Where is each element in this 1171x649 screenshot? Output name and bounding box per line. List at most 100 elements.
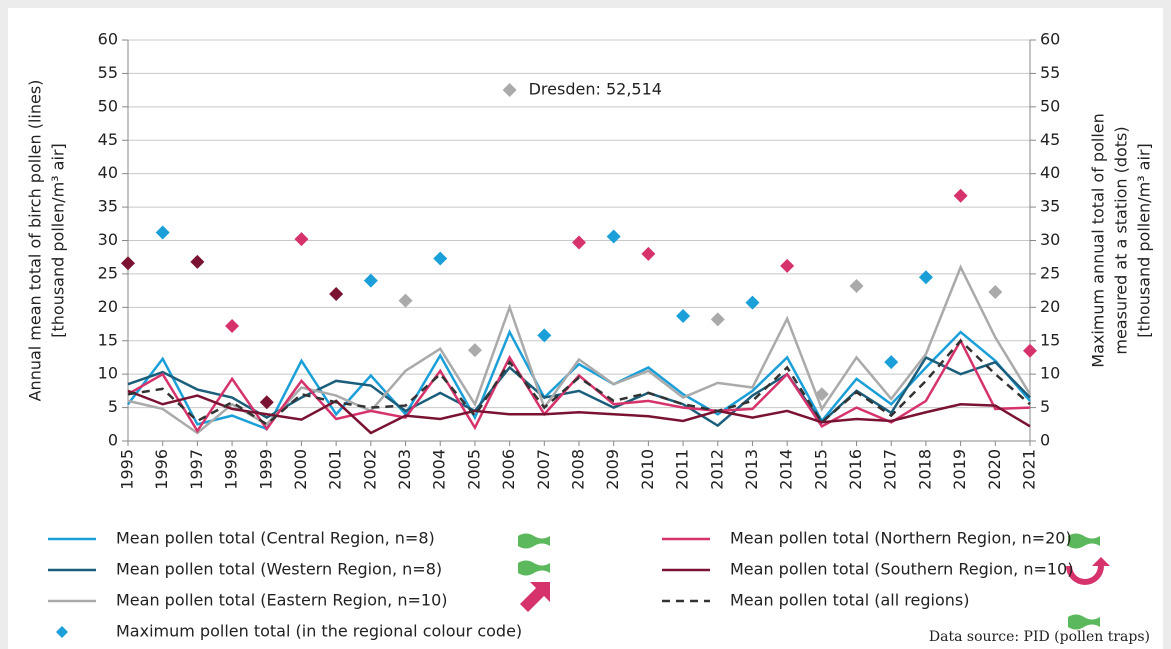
x-tick-label: 2000 xyxy=(291,449,310,490)
max-point xyxy=(780,258,795,273)
max-point xyxy=(884,355,899,370)
max-point xyxy=(572,235,586,250)
y2-tick-label: 15 xyxy=(1040,330,1060,349)
x-tick-label: 2014 xyxy=(777,449,796,490)
max-point xyxy=(606,229,621,244)
y-tick-label: 45 xyxy=(98,130,118,149)
max-point xyxy=(676,309,691,324)
legend-label: Mean pollen total (Eastern Region, n=10) xyxy=(116,591,447,610)
max-point xyxy=(467,343,482,358)
max-point xyxy=(953,188,968,203)
legend-label: Mean pollen total (Western Region, n=8) xyxy=(116,560,442,579)
legend-label: Mean pollen total (all regions) xyxy=(730,591,969,610)
y2-tick-label: 50 xyxy=(1040,96,1060,115)
trend-icon xyxy=(520,582,550,612)
y2-tick-label: 10 xyxy=(1040,364,1060,383)
source: Data source: PID (pollen traps) xyxy=(929,629,1150,645)
y-tick-label: 50 xyxy=(98,96,118,115)
y-tick-label: 0 xyxy=(108,431,118,450)
y2-axis-label: measured at a station (dots) xyxy=(1112,126,1131,354)
x-tick-label: 2001 xyxy=(326,449,345,490)
legend-label: Mean pollen total (Southern Region, n=10… xyxy=(730,560,1073,579)
x-tick-label: 2013 xyxy=(742,449,761,490)
x-tick-label: 2018 xyxy=(915,449,934,490)
x-tick-label: 2019 xyxy=(950,449,969,490)
y2-tick-label: 35 xyxy=(1040,197,1060,216)
x-tick-label: 2017 xyxy=(881,449,900,490)
x-tick-label: 2006 xyxy=(499,449,518,490)
max-point xyxy=(814,387,829,402)
max-point xyxy=(433,251,448,266)
y-tick-label: 5 xyxy=(108,397,118,416)
x-tick-label: 2004 xyxy=(430,449,449,490)
y-tick-label: 40 xyxy=(98,163,118,182)
annotation: Dresden: 52,514 xyxy=(529,80,662,99)
y-axis-label: [thousand pollen/m³ air] xyxy=(49,143,68,337)
max-point xyxy=(363,273,378,288)
x-tick-label: 2007 xyxy=(534,449,553,490)
y-tick-label: 15 xyxy=(98,330,118,349)
y2-tick-label: 40 xyxy=(1040,163,1060,182)
y-tick-label: 30 xyxy=(98,230,118,249)
x-tick-label: 2003 xyxy=(395,449,414,490)
max-point xyxy=(155,225,170,240)
series-line xyxy=(127,329,1031,431)
max-point xyxy=(329,286,344,301)
legend-label: Mean pollen total (Northern Region, n=20… xyxy=(730,529,1072,548)
legend-label: Maximum pollen total (in the regional co… xyxy=(116,622,522,641)
y-tick-label: 25 xyxy=(98,263,118,282)
max-point xyxy=(988,284,1003,299)
x-tick-label: 1997 xyxy=(187,449,206,490)
y-axis-label: Annual mean total of birch pollen (lines… xyxy=(26,80,45,402)
x-tick-label: 1996 xyxy=(152,449,171,490)
legend-label: Mean pollen total (Central Region, n=8) xyxy=(116,529,435,548)
max-point xyxy=(190,254,205,269)
x-tick-label: 2015 xyxy=(811,449,830,490)
trend-icon xyxy=(1066,557,1110,585)
x-tick-label: 2012 xyxy=(707,449,726,490)
y2-tick-label: 55 xyxy=(1040,63,1060,82)
x-tick-label: 2005 xyxy=(464,449,483,490)
max-point xyxy=(641,246,656,261)
y-tick-label: 35 xyxy=(98,197,118,216)
max-point xyxy=(121,256,135,271)
max-point xyxy=(1023,343,1037,358)
max-point xyxy=(849,278,864,293)
x-tick-label: 2010 xyxy=(638,449,657,490)
x-tick-label: 2016 xyxy=(846,449,865,490)
y2-axis-label: Maximum annual total of pollen xyxy=(1089,113,1108,367)
y2-tick-label: 20 xyxy=(1040,297,1060,316)
x-tick-label: 2008 xyxy=(569,449,588,490)
max-point xyxy=(294,232,309,247)
max-point xyxy=(918,270,933,285)
x-tick-label: 2021 xyxy=(1020,449,1039,490)
x-tick-label: 1998 xyxy=(222,449,241,490)
x-tick-label: 1999 xyxy=(256,449,275,490)
y2-tick-label: 30 xyxy=(1040,230,1060,249)
max-point xyxy=(745,295,760,310)
x-tick-label: 2020 xyxy=(985,449,1004,490)
y2-tick-label: 5 xyxy=(1040,397,1050,416)
y-tick-label: 20 xyxy=(98,297,118,316)
x-tick-label: 2011 xyxy=(673,449,692,490)
y2-axis-label: [thousand pollen/m³ air] xyxy=(1135,143,1154,337)
y2-tick-label: 60 xyxy=(1040,30,1060,49)
max-point xyxy=(537,328,552,343)
y-tick-label: 60 xyxy=(98,30,118,49)
y2-tick-label: 25 xyxy=(1040,263,1060,282)
series-line xyxy=(127,389,1031,435)
x-tick-label: 2002 xyxy=(360,449,379,490)
y-tick-label: 55 xyxy=(98,63,118,82)
trend-icon xyxy=(518,533,1100,630)
chart-background xyxy=(8,8,1163,649)
legend-marker xyxy=(56,626,68,638)
max-point xyxy=(259,395,274,410)
max-point xyxy=(398,293,413,308)
y2-tick-label: 45 xyxy=(1040,130,1060,149)
x-tick-label: 2009 xyxy=(603,449,622,490)
max-point xyxy=(710,312,725,327)
series-line xyxy=(127,338,1031,434)
series-line xyxy=(127,338,1031,426)
max-point xyxy=(225,319,240,334)
